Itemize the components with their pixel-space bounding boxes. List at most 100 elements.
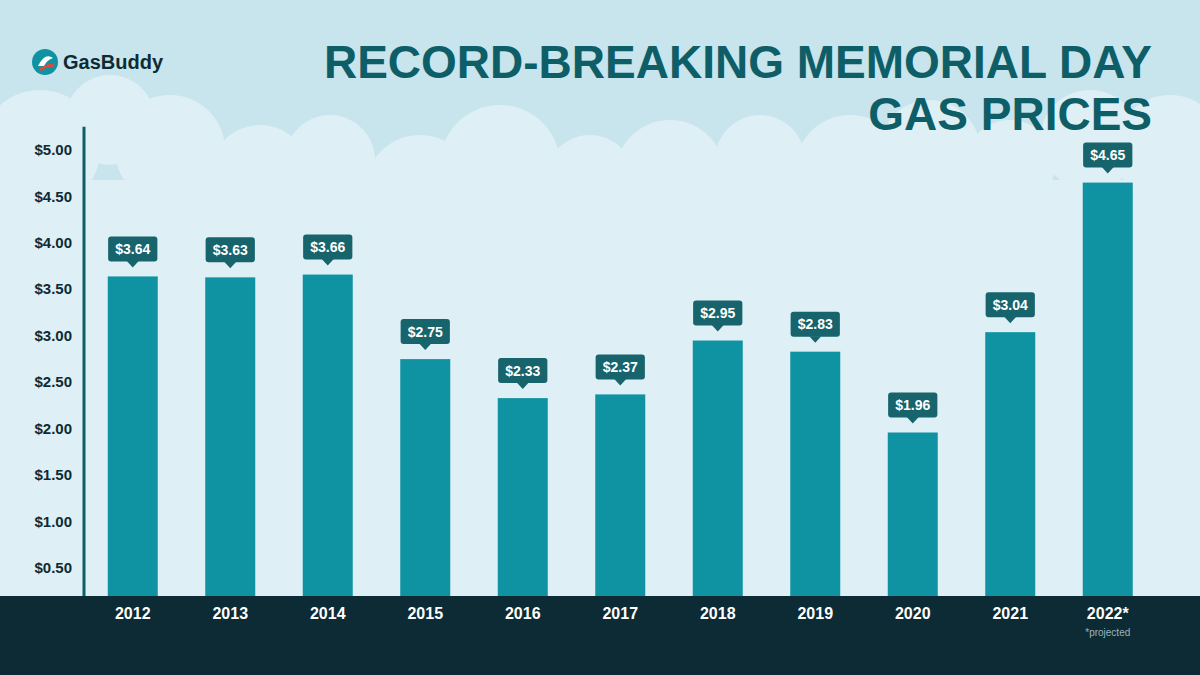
- data-label-box: [693, 301, 742, 326]
- data-label-text: $2.95: [700, 305, 735, 321]
- bars: [108, 183, 1133, 596]
- data-label-text: $3.63: [213, 242, 248, 258]
- data-label-text: $3.66: [310, 239, 345, 255]
- chart: $0.50 $1.00 $1.50 $2.00 $2.50 $3.00 $3.50 $4.00…: [0, 0, 1200, 675]
- x-tick-label: 2022*: [1087, 605, 1130, 622]
- x-tick-label: 2019: [797, 605, 833, 622]
- logo: GasBuddy: [32, 49, 164, 75]
- data-label-text: $2.33: [505, 363, 540, 379]
- y-tick: [80, 428, 84, 429]
- data-label-pointer: [907, 417, 919, 424]
- data-label-box: [888, 392, 937, 417]
- data-label-pointer: [1004, 317, 1016, 324]
- background: [0, 0, 1200, 675]
- data-label-pointer: [712, 325, 724, 332]
- data-label-text: $3.64: [115, 241, 150, 257]
- y-tick-label: $3.50: [34, 280, 72, 297]
- y-tick: [80, 335, 84, 336]
- data-label: $2.75: [401, 319, 450, 350]
- data-label-pointer: [127, 261, 139, 268]
- x-tick-label: 2021: [992, 605, 1028, 622]
- data-label: $3.66: [303, 235, 352, 266]
- y-tick-label: $3.00: [34, 327, 72, 344]
- x-tick-label: 2012: [115, 605, 151, 622]
- bar: [888, 432, 938, 596]
- data-label: $3.04: [986, 292, 1035, 323]
- x-tick-label: 2016: [505, 605, 541, 622]
- y-tick: [80, 382, 84, 383]
- y-tick-label: $2.50: [34, 373, 72, 390]
- x-tick-label: 2017: [602, 605, 638, 622]
- x-tick-label: 2013: [212, 605, 248, 622]
- data-label-text: $4.65: [1090, 147, 1125, 163]
- y-tick-label: $2.00: [34, 420, 72, 437]
- bar: [1083, 183, 1133, 596]
- data-label-pointer: [809, 336, 821, 343]
- bar: [205, 277, 255, 596]
- y-tick: [80, 150, 84, 151]
- data-label: $3.63: [206, 237, 255, 268]
- y-tick-label: $0.50: [34, 559, 72, 576]
- data-label-text: $2.75: [408, 324, 443, 340]
- y-tick-label: $1.50: [34, 466, 72, 483]
- y-tick: [80, 242, 84, 243]
- data-label-text: $2.83: [798, 316, 833, 332]
- data-label: $2.37: [596, 354, 645, 385]
- data-label-pointer: [517, 383, 529, 390]
- x-tick-label: 2015: [407, 605, 443, 622]
- annotation: *projected: [1085, 627, 1130, 638]
- y-tick-label: $1.00: [34, 513, 72, 530]
- data-label: $2.95: [693, 301, 742, 332]
- y-tick: [80, 521, 84, 522]
- y-tick-label: $4.50: [34, 188, 72, 205]
- data-label-box: [401, 319, 450, 344]
- y-tick-label: $5.00: [34, 141, 72, 158]
- data-label: $4.65: [1083, 143, 1132, 174]
- data-label-box: [498, 358, 547, 383]
- bar: [400, 359, 450, 596]
- data-label-pointer: [224, 262, 236, 269]
- data-label-pointer: [1102, 167, 1114, 174]
- bar: [985, 332, 1035, 596]
- data-label-box: [303, 235, 352, 260]
- data-label-pointer: [614, 379, 626, 386]
- data-label-box: [206, 237, 255, 262]
- x-tick-label: 2018: [700, 605, 736, 622]
- data-label-pointer: [322, 259, 334, 266]
- data-label-box: [108, 236, 157, 261]
- logo-icon: [32, 49, 58, 75]
- y-tick: [80, 568, 84, 569]
- logo-text: GasBuddy: [63, 51, 164, 73]
- data-label: $1.96: [888, 392, 937, 423]
- y-tick: [80, 475, 84, 476]
- y-tick: [80, 196, 84, 197]
- data-label: $2.33: [498, 358, 547, 389]
- cloud-band: [0, 180, 1200, 600]
- data-label-box: [1083, 143, 1132, 168]
- x-tick-label: 2014: [310, 605, 346, 622]
- data-label-text: $2.37: [603, 359, 638, 375]
- bar: [693, 341, 743, 596]
- title-line: GAS PRICES: [868, 88, 1152, 140]
- data-label-text: $3.04: [993, 297, 1028, 313]
- bar: [303, 275, 353, 596]
- bar: [595, 394, 645, 596]
- data-label-box: [596, 354, 645, 379]
- y-axis-line: [83, 127, 86, 596]
- data-label-box: [791, 312, 840, 337]
- x-axis-band: [0, 596, 1200, 675]
- data-label: $2.83: [791, 312, 840, 343]
- bar: [790, 352, 840, 596]
- data-label-box: [986, 292, 1035, 317]
- title: RECORD-BREAKING MEMORIAL DAYGAS PRICES: [324, 36, 1152, 140]
- data-label-pointer: [419, 344, 431, 351]
- data-label-text: $1.96: [895, 397, 930, 413]
- title-line: RECORD-BREAKING MEMORIAL DAY: [324, 36, 1152, 88]
- bar: [498, 398, 548, 596]
- x-tick-label: 2020: [895, 605, 931, 622]
- data-label: $3.64: [108, 236, 157, 267]
- bar: [108, 276, 158, 596]
- logo-icon-mark: [40, 66, 54, 71]
- y-tick-label: $4.00: [34, 234, 72, 251]
- y-tick: [80, 289, 84, 290]
